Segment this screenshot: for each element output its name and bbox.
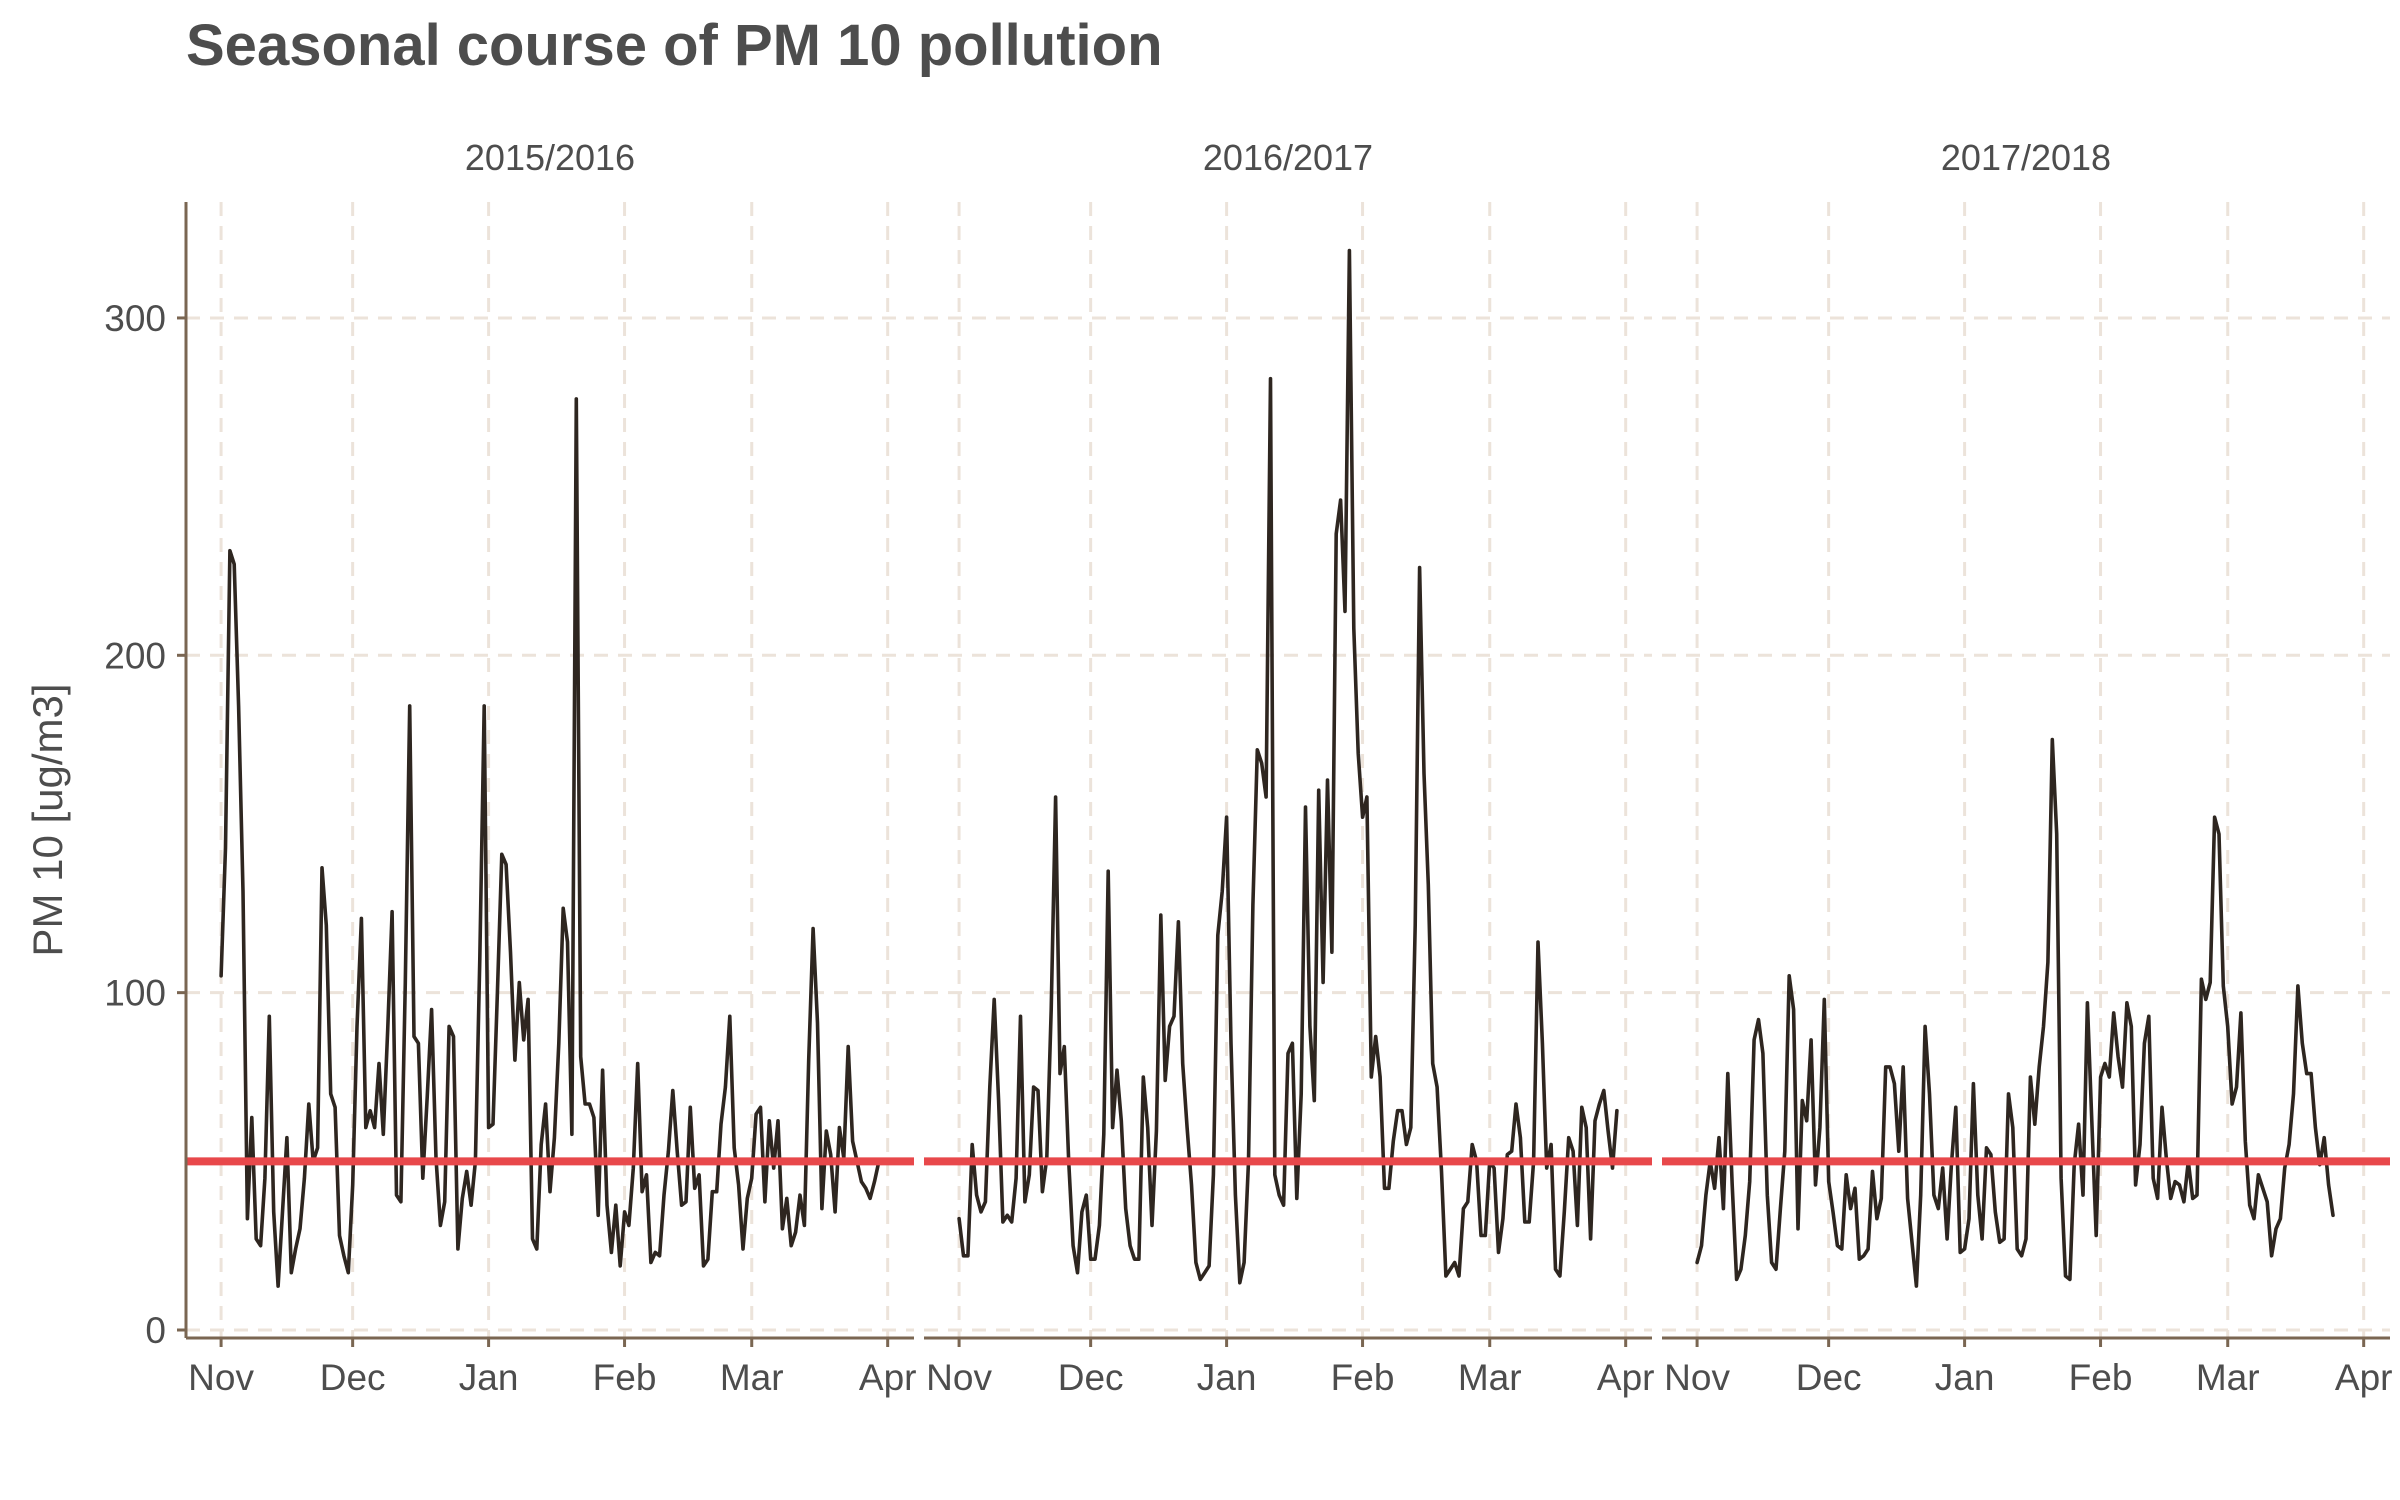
x-tick-label: Apr bbox=[1597, 1357, 1655, 1398]
x-tick-label: Dec bbox=[1058, 1357, 1124, 1398]
x-tick-label: Nov bbox=[188, 1357, 254, 1398]
x-tick-label: Dec bbox=[1796, 1357, 1862, 1398]
y-axis-label: PM 10 [ug/m3] bbox=[24, 683, 71, 956]
x-tick-label: Nov bbox=[1664, 1357, 1730, 1398]
panel-strip-label: 2016/2017 bbox=[1203, 137, 1373, 178]
x-tick-label: Jan bbox=[1935, 1357, 1995, 1398]
x-tick-label: Nov bbox=[926, 1357, 992, 1398]
panel-3: 2017/2018 Nov Dec Jan Feb Mar Apr bbox=[1662, 137, 2392, 1398]
x-tick-label: Feb bbox=[2069, 1357, 2133, 1398]
panel-strip-label: 2017/2018 bbox=[1941, 137, 2111, 178]
x-tick-label: Jan bbox=[459, 1357, 519, 1398]
chart-title: Seasonal course of PM 10 pollution bbox=[186, 13, 1163, 78]
x-tick-label: Mar bbox=[2196, 1357, 2260, 1398]
panel-2: 2016/2017 Nov Dec Jan Feb Mar Apr bbox=[924, 137, 1654, 1398]
pm10-series-line bbox=[219, 397, 886, 1288]
y-tick-label: 300 bbox=[104, 298, 166, 339]
panel-1: 2015/2016 Nov Dec Jan Feb Mar Apr 0 100 200 300 bbox=[104, 137, 916, 1398]
y-tick-label: 0 bbox=[145, 1310, 166, 1351]
x-tick-label: Mar bbox=[1458, 1357, 1522, 1398]
y-tick-label: 200 bbox=[104, 635, 166, 676]
x-tick-label: Feb bbox=[593, 1357, 657, 1398]
pm10-series-line bbox=[957, 248, 1619, 1285]
x-tick-label: Apr bbox=[859, 1357, 917, 1398]
x-tick-label: Mar bbox=[720, 1357, 784, 1398]
x-tick-label: Dec bbox=[320, 1357, 386, 1398]
x-tick-label: Feb bbox=[1331, 1357, 1395, 1398]
x-tick-label: Jan bbox=[1197, 1357, 1257, 1398]
pm10-series-line bbox=[1695, 737, 2335, 1288]
x-tick-label: Apr bbox=[2335, 1357, 2393, 1398]
panel-strip-label: 2015/2016 bbox=[465, 137, 635, 178]
y-tick-label: 100 bbox=[104, 973, 166, 1014]
